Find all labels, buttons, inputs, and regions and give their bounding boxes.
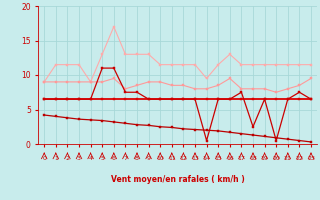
X-axis label: Vent moyen/en rafales ( km/h ): Vent moyen/en rafales ( km/h ) (111, 175, 244, 184)
